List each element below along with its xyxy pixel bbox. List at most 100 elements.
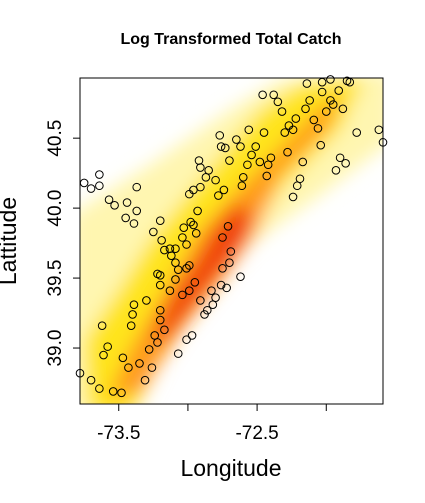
point (236, 142, 245, 151)
point (302, 79, 312, 88)
chart-title: Log Transformed Total Catch (120, 31, 341, 48)
point (171, 244, 180, 253)
point (75, 368, 85, 378)
point (222, 283, 231, 293)
point (132, 206, 142, 216)
point (280, 128, 290, 137)
point (317, 77, 327, 87)
point (255, 157, 265, 167)
point (132, 182, 142, 192)
point (313, 124, 323, 133)
point (167, 251, 176, 260)
point (185, 261, 194, 270)
point (219, 185, 229, 195)
point (288, 192, 298, 202)
point (155, 216, 165, 226)
point (79, 178, 89, 188)
point (326, 96, 335, 105)
point (182, 335, 191, 344)
point (144, 345, 154, 354)
point (173, 265, 183, 274)
point (236, 272, 245, 281)
point (189, 220, 198, 230)
point (173, 349, 183, 358)
point (374, 125, 384, 135)
point (149, 227, 158, 237)
point (251, 142, 261, 151)
point (226, 247, 236, 256)
point (99, 350, 108, 360)
point (298, 157, 308, 167)
point (171, 275, 180, 284)
point (277, 107, 287, 116)
point (196, 182, 205, 192)
point (185, 286, 194, 295)
x-axis-title: Longitude (180, 455, 281, 481)
point (178, 290, 187, 300)
point (200, 310, 209, 319)
point (155, 280, 165, 290)
point (258, 90, 267, 100)
y-tick-label: 40.5 (45, 120, 66, 157)
point (262, 171, 272, 181)
point (288, 125, 298, 135)
point (273, 97, 283, 107)
point (95, 384, 104, 393)
point (160, 325, 169, 335)
point (165, 286, 175, 295)
point (190, 277, 200, 287)
point (301, 104, 310, 114)
point (378, 138, 388, 147)
point (186, 217, 195, 227)
point (124, 363, 133, 372)
point (291, 114, 301, 123)
heat-surface (80, 78, 383, 404)
point (216, 280, 226, 290)
point (160, 245, 169, 255)
point (331, 166, 341, 175)
point (95, 170, 104, 179)
x-tick-label: -73.5 (97, 423, 140, 444)
point (129, 300, 139, 309)
point (179, 223, 189, 233)
point (103, 342, 112, 351)
point (129, 219, 139, 228)
point (328, 100, 338, 109)
point (326, 75, 335, 84)
point (309, 115, 319, 125)
point (243, 160, 252, 170)
point (126, 321, 136, 330)
y-tick-label: 40.0 (45, 190, 66, 227)
point (122, 198, 132, 207)
point (216, 142, 226, 151)
point (95, 181, 104, 191)
point (338, 104, 348, 114)
point (317, 87, 327, 97)
point (118, 353, 128, 363)
point (104, 195, 114, 205)
point (86, 375, 96, 385)
point (204, 166, 213, 175)
point (232, 135, 241, 144)
point (321, 107, 331, 116)
point (121, 213, 130, 223)
point (147, 363, 157, 372)
point (266, 153, 276, 163)
point (244, 125, 254, 135)
point (155, 270, 165, 280)
point (238, 173, 248, 182)
point (352, 128, 362, 137)
point (341, 159, 350, 168)
point (214, 191, 223, 200)
point (142, 296, 151, 305)
point (225, 258, 234, 267)
point (202, 305, 212, 315)
point (140, 375, 150, 385)
point (117, 388, 126, 398)
point (215, 131, 225, 140)
point (211, 293, 220, 302)
point (334, 86, 344, 95)
point (259, 128, 269, 137)
point (155, 315, 165, 325)
point (237, 181, 247, 191)
